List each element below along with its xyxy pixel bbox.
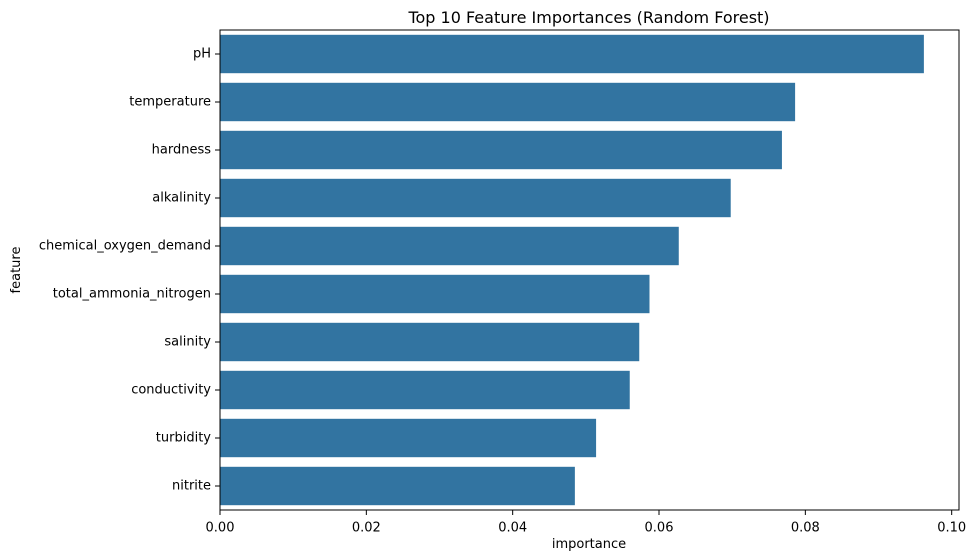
x-axis-label: importance [552, 537, 626, 552]
bar-chemical_oxygen_demand [220, 226, 679, 266]
x-tick-label: 0.00 [206, 521, 235, 536]
y-tick-label: alkalinity [152, 191, 211, 206]
bar-turbidity [220, 418, 597, 458]
plot-frame [219, 29, 960, 511]
x-tick-label: 0.04 [498, 521, 527, 536]
bar-alkalinity [220, 178, 731, 218]
bar-salinity [220, 322, 640, 362]
y-tick-label: hardness [152, 143, 212, 158]
x-tick-label: 0.10 [937, 521, 966, 536]
y-axis-label: feature [9, 247, 24, 294]
y-tick-label: conductivity [131, 383, 211, 398]
x-tick-label: 0.06 [645, 521, 674, 536]
bars-group [220, 34, 924, 506]
x-ticks-group: 0.00 0.02 0.04 0.06 0.08 0.10 [206, 510, 966, 536]
y-tick-label: nitrite [172, 479, 211, 494]
bar-pH [220, 34, 924, 74]
x-tick-label: 0.08 [791, 521, 820, 536]
bar-temperature [220, 82, 796, 122]
bar-hardness [220, 130, 782, 170]
y-tick-label: pH [193, 47, 211, 62]
chart-title: Top 10 Feature Importances (Random Fores… [407, 8, 769, 27]
bar-total_ammonia_nitrogen [220, 274, 650, 314]
y-tick-label: salinity [164, 335, 211, 350]
y-tick-label: chemical_oxygen_demand [39, 239, 211, 254]
y-tick-label: temperature [129, 95, 211, 110]
y-ticks-group: pH temperature hardness alkalinity chemical_… [39, 47, 220, 494]
y-tick-label: total_ammonia_nitrogen [53, 287, 211, 302]
bar-nitrite [220, 466, 575, 506]
y-tick-label: turbidity [156, 431, 212, 446]
x-tick-label: 0.02 [352, 521, 381, 536]
bar-conductivity [220, 370, 630, 410]
